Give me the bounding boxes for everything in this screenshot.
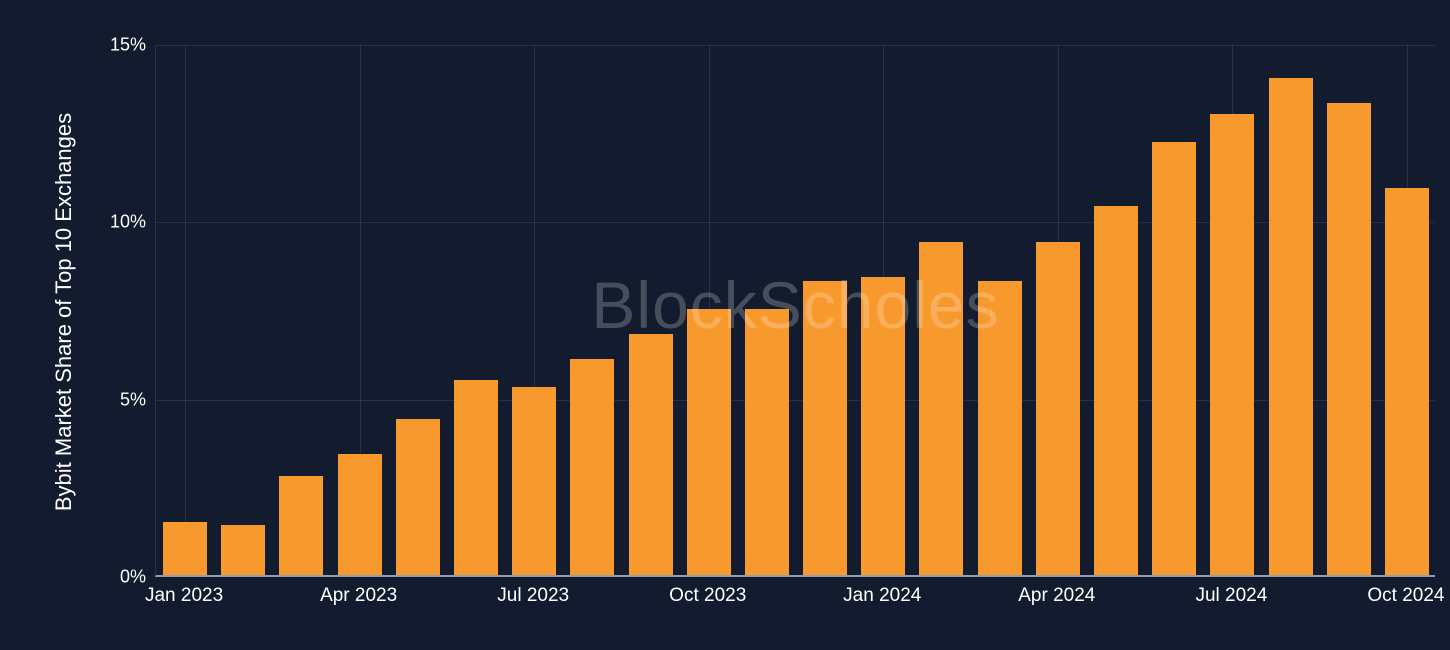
y-axis-title: Bybit Market Share of Top 10 Exchanges <box>51 112 76 512</box>
bar-oct-2023 <box>686 309 731 575</box>
x-tick-label: Oct 2024 <box>1367 585 1445 606</box>
bar-jun-2024 <box>1152 142 1197 575</box>
x-tick-label: Jan 2023 <box>144 585 224 606</box>
bar-jul-2024 <box>1210 113 1255 575</box>
vertical-gridline <box>534 45 536 575</box>
x-tick-label: Apr 2024 <box>1018 585 1096 606</box>
bar-apr-2024 <box>1035 241 1080 575</box>
plot-area: BlockScholes <box>155 45 1435 577</box>
x-tick-label: Oct 2023 <box>669 585 747 606</box>
horizontal-gridline <box>156 222 1435 224</box>
bar-aug-2023 <box>570 358 615 575</box>
bar-jun-2023 <box>454 379 498 575</box>
bar-nov-2023 <box>744 309 789 575</box>
x-tick-label: Apr 2023 <box>320 585 398 606</box>
bar-aug-2024 <box>1268 78 1313 575</box>
bar-apr-2023 <box>337 454 382 575</box>
y-tick-label: 10% <box>109 211 146 232</box>
bar-may-2024 <box>1094 206 1138 575</box>
y-tick-label: 0% <box>119 566 146 587</box>
bar-oct-2024 <box>1384 188 1429 575</box>
y-tick-label: 15% <box>109 34 146 55</box>
bar-mar-2023 <box>279 475 324 575</box>
vertical-gridline <box>185 45 187 575</box>
bar-feb-2023 <box>221 525 266 575</box>
y-tick-label: 5% <box>119 389 146 410</box>
bar-jan-2023 <box>163 521 208 575</box>
bar-feb-2024 <box>919 241 964 575</box>
bar-sep-2023 <box>628 333 673 575</box>
bar-sep-2024 <box>1326 103 1371 575</box>
bar-mar-2024 <box>977 280 1022 575</box>
vertical-gridline <box>359 45 361 575</box>
bar-jul-2023 <box>512 387 557 575</box>
bar-may-2023 <box>395 418 440 575</box>
horizontal-gridline <box>156 399 1435 401</box>
x-tick-label: Jul 2023 <box>497 585 570 606</box>
x-tick-label: Jul 2024 <box>1195 585 1268 606</box>
x-tick-label: Jan 2024 <box>843 585 922 606</box>
horizontal-gridline <box>156 45 1435 46</box>
bar-jan-2024 <box>861 277 906 575</box>
bar-dec-2023 <box>803 280 848 575</box>
